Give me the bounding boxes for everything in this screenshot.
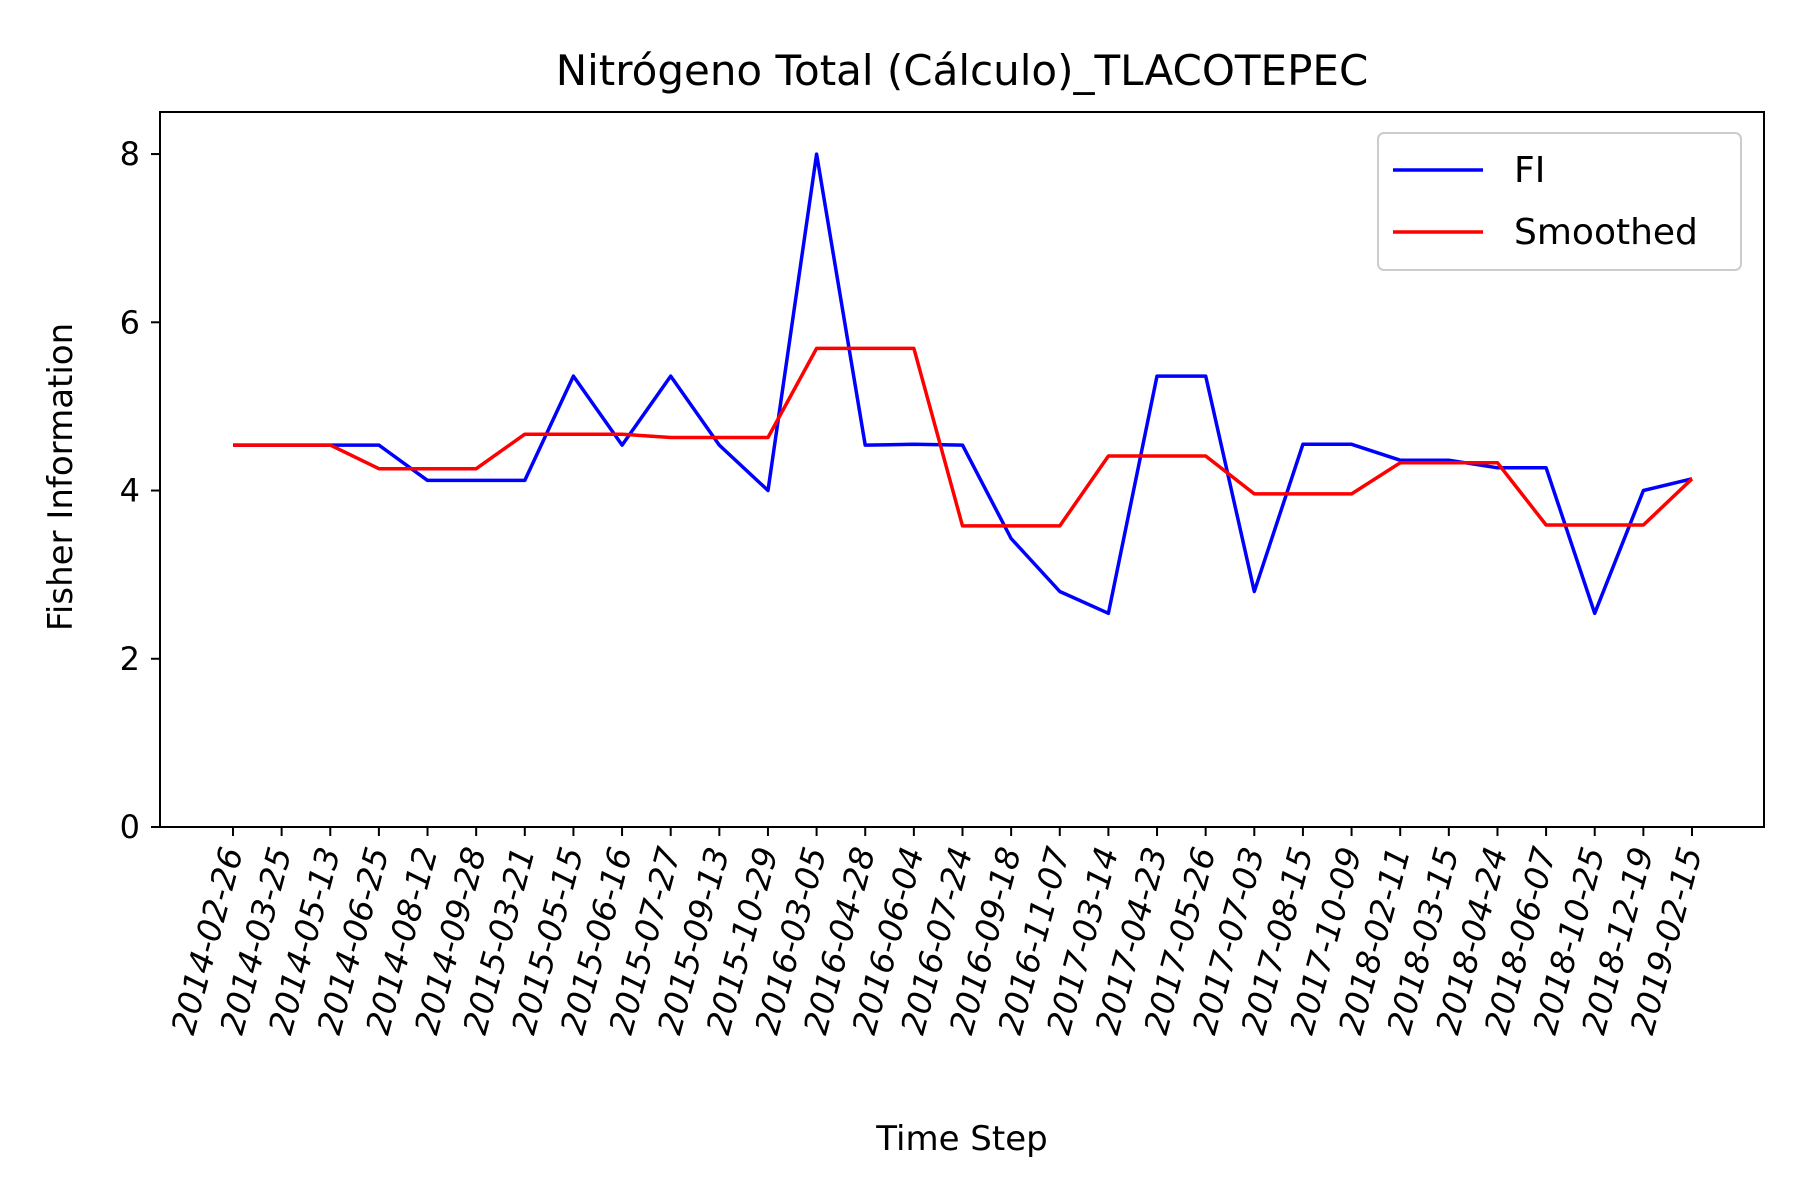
y-tick-label: 6 bbox=[120, 303, 140, 341]
plot-area: 024682014-02-262014-03-252014-05-132014-… bbox=[120, 111, 1765, 1038]
legend-label-fi: FI bbox=[1514, 150, 1545, 191]
y-tick-label: 0 bbox=[120, 808, 140, 846]
legend: FI Smoothed bbox=[1377, 132, 1742, 271]
y-axis-label: Fisher Information bbox=[41, 323, 81, 631]
legend-label-smoothed: Smoothed bbox=[1514, 212, 1698, 253]
y-tick-label: 4 bbox=[120, 472, 140, 510]
legend-box bbox=[1377, 132, 1742, 271]
chart-title: Nitrógeno Total (Cálculo)_TLACOTEPEC bbox=[556, 46, 1369, 95]
x-axis-label: Time Step bbox=[875, 1119, 1047, 1159]
y-tick-label: 8 bbox=[120, 135, 140, 173]
y-tick-label: 2 bbox=[120, 640, 140, 678]
